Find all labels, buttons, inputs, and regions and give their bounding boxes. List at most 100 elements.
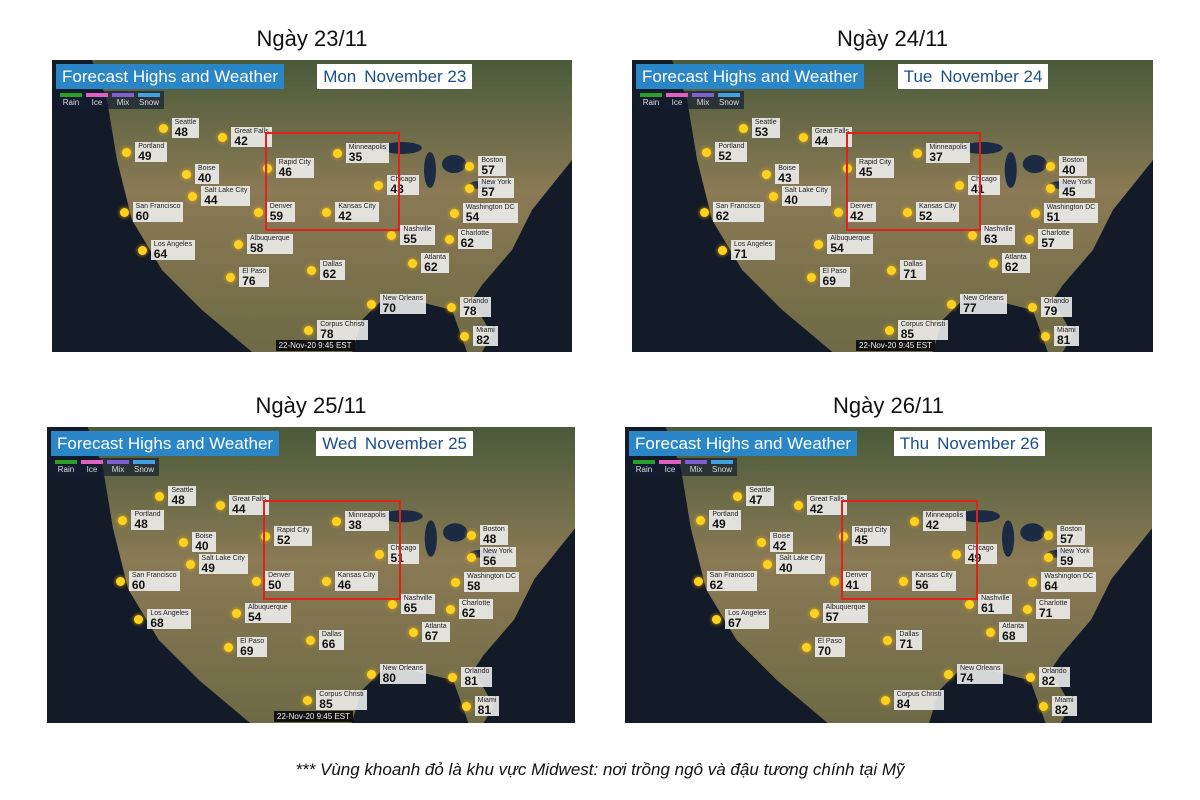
city-name: Washington DC <box>1044 573 1094 581</box>
weather-icon <box>304 325 314 335</box>
city-temp: 49 <box>712 516 726 531</box>
weather-icon <box>793 501 803 511</box>
weather-icon <box>702 147 712 157</box>
map-date: Mon November 23 <box>317 64 473 89</box>
city-name: Nashville <box>403 595 433 603</box>
city-temp: 71 <box>1039 605 1053 620</box>
city-temp: 58 <box>467 579 481 594</box>
day: Tue <box>903 67 933 86</box>
legend-swatch <box>81 460 103 464</box>
weather-icon <box>232 609 241 619</box>
city-label: Dallas 62 <box>319 260 346 281</box>
weather-icon <box>806 273 816 283</box>
city-name: Rapid City <box>859 158 892 166</box>
weather-icon <box>252 576 262 586</box>
city-name: Nashville <box>984 225 1013 233</box>
city-label: Minneapolis 37 <box>926 143 970 164</box>
city-label: El Paso 69 <box>819 267 850 288</box>
city-temp: 70 <box>817 644 832 659</box>
city-name: Orlando <box>464 667 490 675</box>
footnote: *** Vùng khoanh đỏ là khu vực Midwest: n… <box>295 760 905 779</box>
weather-icon <box>1028 578 1038 588</box>
city-label: New York 59 <box>1057 546 1093 567</box>
city-temp: 67 <box>424 629 439 644</box>
city-label: Denver 59 <box>266 201 296 222</box>
city-name: Boston <box>1062 157 1085 165</box>
city-label: Rapid City 45 <box>856 157 895 179</box>
weather-icon <box>947 299 957 309</box>
city-temp: 45 <box>854 533 868 548</box>
city-label: San Francisco 62 <box>712 201 764 222</box>
city-temp: 56 <box>915 577 929 592</box>
weather-icon <box>699 207 709 217</box>
city-temp: 45 <box>859 164 873 179</box>
city-name: Boise <box>778 164 796 172</box>
weather-icon <box>261 532 271 542</box>
city-temp: 44 <box>814 134 829 149</box>
city-label: El Paso 76 <box>239 267 270 288</box>
weather-icon <box>332 149 342 159</box>
city-name: New Orleans <box>963 294 1004 302</box>
city-label: Portland 49 <box>135 141 168 162</box>
city-temp: 62 <box>424 259 438 274</box>
city-name: Charlotte <box>461 599 491 607</box>
city-label: Charlotte 71 <box>1036 598 1071 620</box>
city-temp: 49 <box>201 561 215 576</box>
city-temp: 41 <box>845 577 859 592</box>
city-label: Boise 40 <box>195 163 219 184</box>
city-label: Charlotte 62 <box>457 229 492 251</box>
weather-icon <box>234 239 243 249</box>
city-temp: 53 <box>754 125 769 140</box>
weather-icon <box>155 492 165 502</box>
city-temp: 40 <box>195 539 209 554</box>
legend-swatch <box>659 460 681 464</box>
legend-swatch <box>55 460 77 464</box>
weather-icon <box>332 517 342 527</box>
day: Thu <box>899 434 930 453</box>
city-name: Kansas City <box>337 571 376 579</box>
weather-icon <box>884 325 894 335</box>
city-name: Orlando <box>1043 297 1069 305</box>
legend-label: Rain <box>62 98 80 107</box>
city-temp: 81 <box>464 673 478 688</box>
map-title: Forecast Highs and Weather <box>51 431 280 456</box>
city-temp: 38 <box>348 518 362 533</box>
city-label: Great Falls 44 <box>229 495 270 516</box>
city-name: Miami <box>476 326 495 334</box>
city-name: Washington DC <box>1046 204 1096 212</box>
weather-icon <box>218 133 228 143</box>
weather-icon <box>988 258 998 268</box>
weather-icon <box>408 628 418 638</box>
city-temp: 42 <box>338 208 352 223</box>
weather-icon <box>944 669 953 679</box>
city-name: El Paso <box>822 268 847 276</box>
city-label: Kansas City 46 <box>334 570 379 591</box>
weather-icon <box>449 209 459 219</box>
legend-swatch <box>640 93 662 97</box>
city-temp: 46 <box>278 164 292 179</box>
weather-icon <box>447 302 457 312</box>
city-name: Charlotte <box>1039 599 1068 607</box>
weather-icon <box>224 643 234 653</box>
city-label: Los Angeles 67 <box>725 609 770 630</box>
panel-caption: Ngày 25/11 <box>255 393 367 418</box>
weather-icon <box>119 207 129 217</box>
city-temp: 62 <box>460 236 474 251</box>
city-temp: 78 <box>320 326 334 341</box>
weather-icon <box>801 643 811 653</box>
weather-icon <box>809 609 819 619</box>
legend-label: Mix <box>111 465 125 474</box>
legend-swatch <box>133 460 155 464</box>
legend-swatch <box>60 93 82 97</box>
city-temp: 40 <box>779 561 793 576</box>
city-label: Nashville 55 <box>400 224 435 245</box>
city-label: Orlando 81 <box>461 666 493 688</box>
weather-icon <box>1030 209 1040 219</box>
city-name: Albuquerque <box>825 604 866 612</box>
weather-icon <box>909 517 919 527</box>
city-name: Corpus Christi <box>319 691 364 699</box>
city-label: Los Angeles 64 <box>150 239 195 260</box>
weather-icon <box>158 124 168 134</box>
city-label: Great Falls 44 <box>811 127 852 149</box>
legend-item: Rain <box>60 93 82 107</box>
